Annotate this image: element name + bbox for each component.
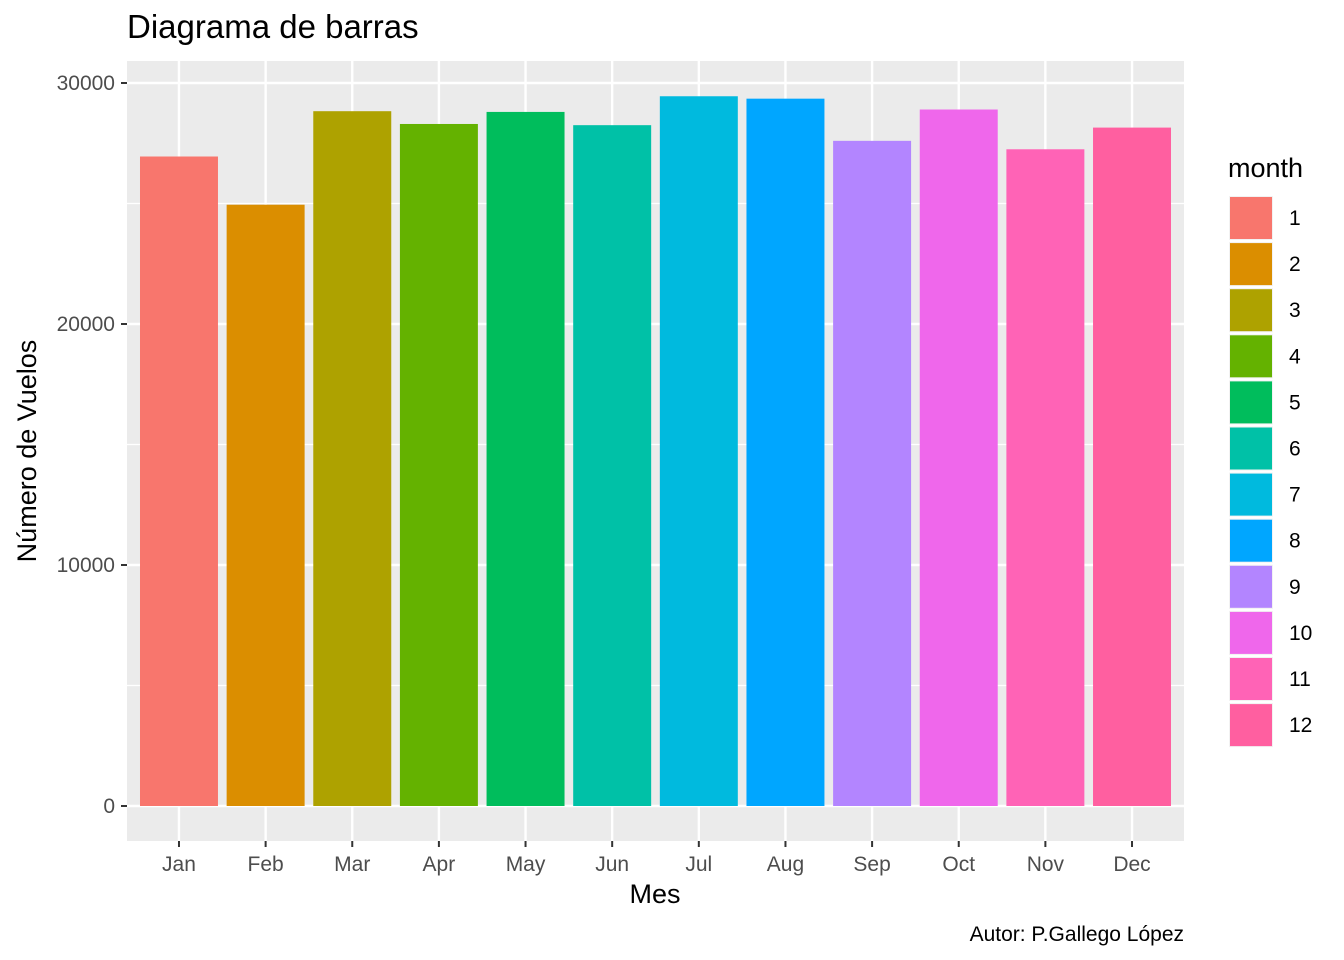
y-tick-label: 20000 xyxy=(57,313,115,336)
x-tick-label: Sep xyxy=(853,853,890,876)
legend-swatch xyxy=(1230,565,1272,608)
legend-title: month xyxy=(1228,153,1303,183)
bar-feb xyxy=(226,204,305,806)
bar-apr xyxy=(399,123,478,807)
x-tick-label: Jan xyxy=(162,853,196,876)
legend-label: 4 xyxy=(1289,345,1301,368)
y-axis-title: Número de Vuelos xyxy=(12,340,42,563)
x-tick-label: Mar xyxy=(334,853,370,876)
chart-caption: Autor: P.Gallego López xyxy=(970,923,1184,946)
bar-dec xyxy=(1093,127,1172,806)
x-tick-label: Nov xyxy=(1027,853,1065,876)
legend-swatch xyxy=(1230,335,1272,378)
bar-jan xyxy=(139,156,218,806)
legend-label: 9 xyxy=(1289,576,1301,599)
legend-label: 8 xyxy=(1289,530,1301,553)
x-tick-label: Feb xyxy=(248,853,284,876)
bar-jun xyxy=(573,125,652,807)
legend-swatch xyxy=(1230,611,1272,654)
legend-swatch xyxy=(1230,243,1272,286)
legend-swatch xyxy=(1230,289,1272,332)
legend-label: 5 xyxy=(1289,391,1301,414)
axes: 0 10000 20000 30000 Jan Feb Mar Apr May Jun Jul Aug… xyxy=(57,72,1151,876)
x-tick-label: Oct xyxy=(942,853,975,876)
bar-aug xyxy=(746,98,825,807)
legend-label: 6 xyxy=(1289,438,1301,461)
bar-may xyxy=(486,111,565,807)
legend-swatch xyxy=(1230,473,1272,516)
legend-swatch xyxy=(1230,427,1272,470)
legend-swatch xyxy=(1230,197,1272,239)
legend-swatch xyxy=(1230,658,1272,700)
chart-title: Diagrama de barras xyxy=(127,8,419,45)
x-tick-label: May xyxy=(506,853,546,876)
legend-label: 1 xyxy=(1289,207,1301,230)
bar-mar xyxy=(313,111,392,806)
bar-oct xyxy=(919,109,998,806)
x-tick-label: Apr xyxy=(423,853,456,876)
x-tick-label: Dec xyxy=(1113,853,1150,876)
x-tick-label: Jun xyxy=(595,853,629,876)
x-axis-title: Mes xyxy=(629,879,680,909)
legend-label: 7 xyxy=(1289,484,1301,507)
bars xyxy=(139,96,1172,807)
y-tick-label: 10000 xyxy=(57,554,115,577)
x-tick-label: Jul xyxy=(685,853,712,876)
legend-label: 12 xyxy=(1289,714,1312,737)
y-tick-label: 30000 xyxy=(57,72,115,95)
legend-swatch xyxy=(1230,381,1272,424)
bar-sep xyxy=(833,140,912,807)
x-tick-label: Aug xyxy=(767,853,804,876)
y-tick-label: 0 xyxy=(103,795,115,818)
legend-label: 10 xyxy=(1289,622,1312,645)
legend-swatch xyxy=(1230,704,1272,747)
bar-nov xyxy=(1006,149,1085,806)
bar-jul xyxy=(659,96,738,806)
legend-label: 3 xyxy=(1289,299,1301,322)
legend-label: 2 xyxy=(1289,253,1301,276)
legend-label: 11 xyxy=(1289,668,1311,691)
legend-swatch xyxy=(1230,519,1272,562)
